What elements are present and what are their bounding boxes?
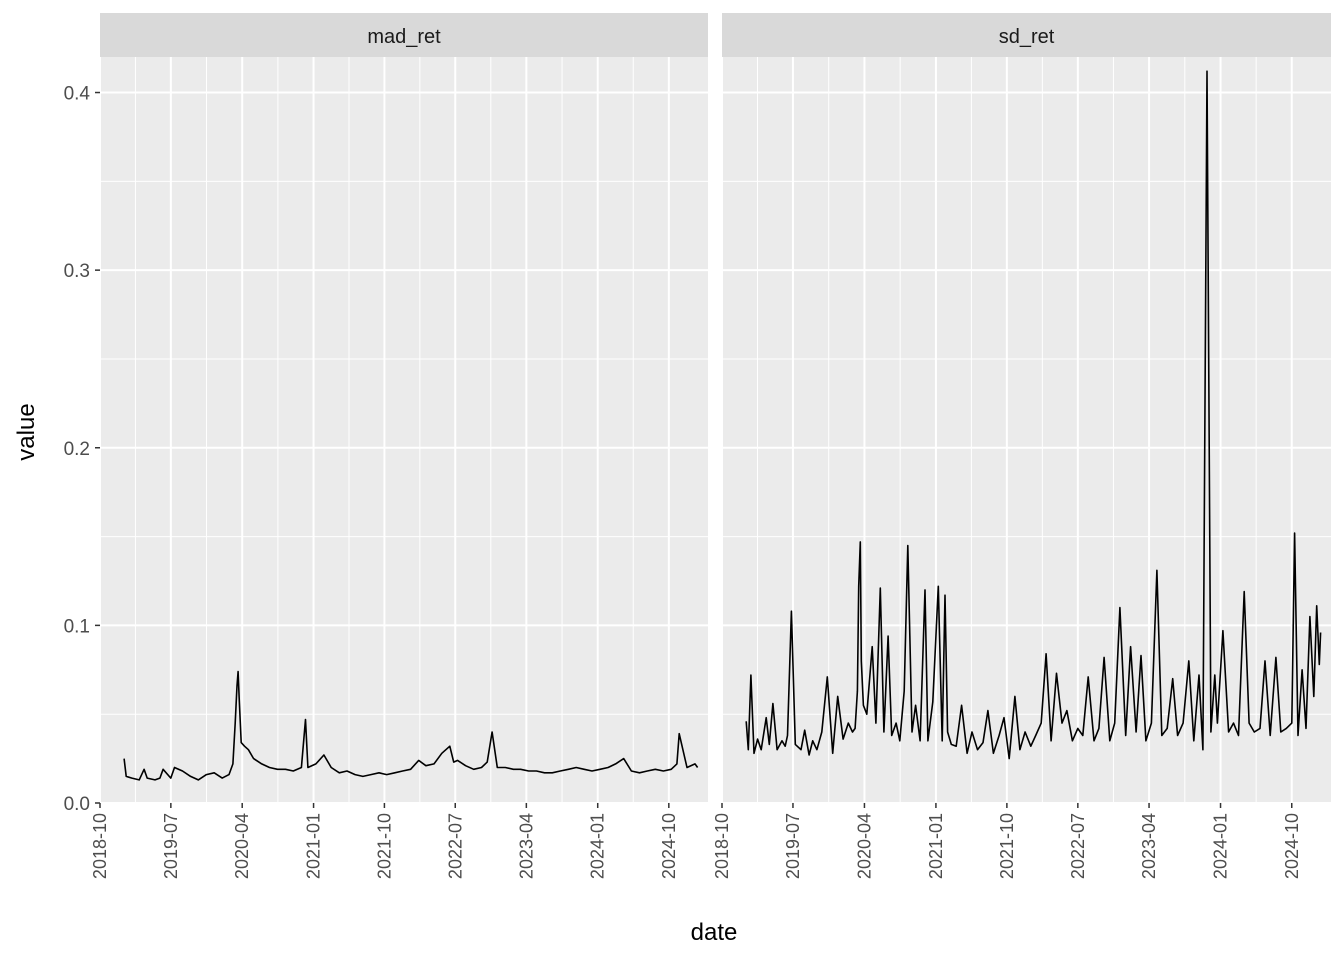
x-tick-label: 2024-10 bbox=[1282, 813, 1302, 879]
x-tick-label: 2021-10 bbox=[374, 813, 394, 879]
x-tick-label: 2024-01 bbox=[588, 813, 608, 879]
x-tick-label: 2021-01 bbox=[926, 813, 946, 879]
major-gridlines bbox=[721, 57, 1331, 804]
x-axis: 2018-10 2019-07 2020-04 2021-01 2021-10 2022-… bbox=[712, 803, 1302, 879]
y-axis-title: value bbox=[13, 403, 40, 460]
series-layer bbox=[123, 670, 699, 781]
facet-strip-mad-ret bbox=[100, 13, 708, 57]
facet-panel-sd-ret: sd_ret 2018-10 2019-07 2020-04 2021-01 2021-… bbox=[712, 13, 1331, 879]
y-tick-label: 0.1 bbox=[64, 616, 90, 637]
series-line-mad_ret bbox=[123, 670, 699, 781]
minor-gridlines bbox=[100, 57, 708, 803]
x-axis-title: date bbox=[691, 919, 738, 946]
x-tick-label: 2021-01 bbox=[304, 813, 324, 879]
series-line-sd_ret bbox=[745, 70, 1322, 760]
y-axis: 0.0 0.1 0.2 0.3 0.4 bbox=[64, 84, 100, 815]
y-tick-label: 0.4 bbox=[64, 84, 91, 105]
facet-strip-label-mad-ret: mad_ret bbox=[367, 26, 441, 48]
major-gridlines bbox=[99, 57, 708, 804]
x-tick-label: 2020-04 bbox=[854, 813, 874, 879]
y-tick-label: 0.3 bbox=[64, 261, 90, 282]
facet-strip-label-sd-ret: sd_ret bbox=[999, 26, 1055, 48]
x-tick-label: 2024-01 bbox=[1211, 813, 1231, 879]
minor-gridlines bbox=[722, 57, 1331, 803]
series-layer bbox=[745, 70, 1322, 760]
x-tick-label: 2023-04 bbox=[1139, 813, 1159, 879]
facet-strip-sd-ret bbox=[722, 13, 1331, 57]
x-tick-label: 2022-07 bbox=[1068, 813, 1088, 879]
y-tick-label: 0.0 bbox=[64, 794, 90, 815]
plot-panel-mad-ret bbox=[100, 57, 708, 803]
y-tick-label: 0.2 bbox=[64, 439, 90, 460]
x-tick-label: 2019-07 bbox=[783, 813, 803, 879]
facet-panel-mad-ret: mad_ret 2018-10 2019-07 2020-04 2021-01 2021… bbox=[90, 13, 708, 879]
x-tick-label: 2020-04 bbox=[232, 813, 252, 879]
x-tick-label: 2021-10 bbox=[997, 813, 1017, 879]
x-tick-label: 2023-04 bbox=[516, 813, 536, 879]
x-tick-label: 2024-10 bbox=[659, 813, 679, 879]
x-tick-label: 2022-07 bbox=[445, 813, 465, 879]
x-axis: 2018-10 2019-07 2020-04 2021-01 2021-10 2022-… bbox=[90, 803, 679, 879]
x-tick-label: 2018-10 bbox=[712, 813, 732, 879]
x-tick-label: 2019-07 bbox=[161, 813, 181, 879]
x-tick-label: 2018-10 bbox=[90, 813, 110, 879]
